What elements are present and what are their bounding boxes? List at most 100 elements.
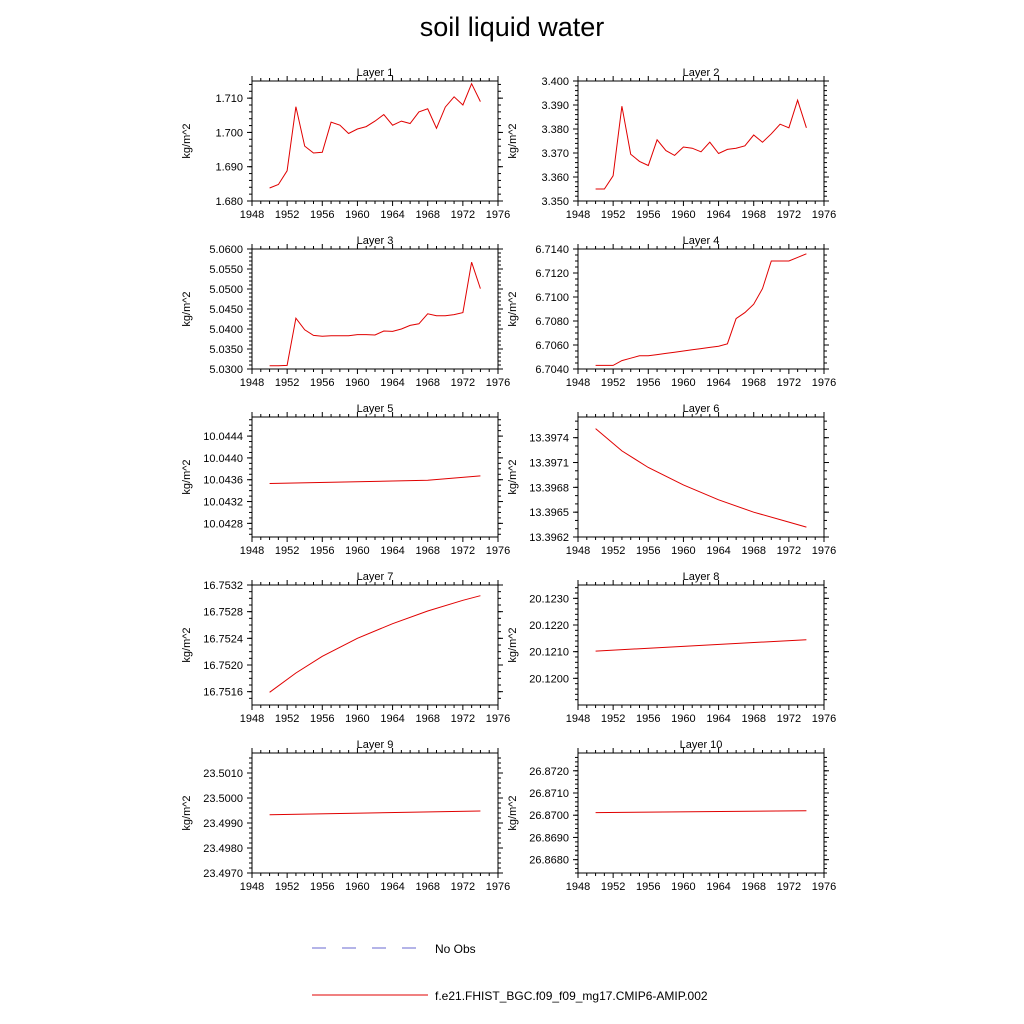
x-tick-label: 1952 — [275, 209, 299, 221]
y-tick-label: 10.0444 — [203, 431, 243, 443]
x-tick-label: 1956 — [636, 377, 660, 389]
y-tick-label: 23.5010 — [203, 768, 243, 780]
x-tick-label: 1960 — [671, 545, 695, 557]
y-tick-label: 20.1230 — [529, 593, 569, 605]
y-axis-label: kg/m^2 — [507, 291, 519, 326]
y-tick-label: 3.400 — [541, 76, 569, 88]
y-tick-label: 6.7040 — [535, 364, 569, 376]
x-tick-label: 1972 — [451, 881, 475, 893]
x-tick-label: 1968 — [415, 881, 439, 893]
y-axis-label: kg/m^2 — [507, 123, 519, 158]
x-tick-label: 1976 — [812, 545, 836, 557]
plot-frame — [577, 80, 825, 202]
x-tick-label: 1952 — [275, 377, 299, 389]
x-tick-label: 1964 — [380, 209, 404, 221]
y-tick-label: 20.1200 — [529, 673, 569, 685]
x-tick-label: 1968 — [741, 545, 765, 557]
x-tick-label: 1960 — [345, 209, 369, 221]
x-tick-label: 1976 — [486, 209, 510, 221]
x-tick-label: 1968 — [741, 881, 765, 893]
x-tick-label: 1968 — [415, 209, 439, 221]
x-tick-label: 1948 — [566, 545, 590, 557]
x-tick-label: 1960 — [345, 545, 369, 557]
y-axis-label: kg/m^2 — [507, 627, 519, 662]
x-tick-label: 1948 — [240, 545, 264, 557]
y-tick-label: 3.360 — [541, 172, 569, 184]
panel-title: Layer 5 — [357, 403, 394, 415]
y-tick-label: 26.8680 — [529, 855, 569, 867]
x-tick-label: 1956 — [310, 713, 334, 725]
x-tick-label: 1968 — [741, 713, 765, 725]
y-tick-label: 5.0500 — [209, 284, 243, 296]
panel-layer-6: Layer 6 kg/m^2 1948 1952 1956 1960 1964 1968 197… — [507, 403, 836, 557]
x-tick-label: 1948 — [566, 713, 590, 725]
x-tick-label: 1956 — [310, 209, 334, 221]
panel-title: Layer 10 — [680, 739, 723, 751]
x-tick-label: 1964 — [706, 881, 730, 893]
x-tick-label: 1948 — [566, 881, 590, 893]
page-title: soil liquid water — [419, 12, 605, 42]
y-tick-label: 23.4980 — [203, 843, 243, 855]
plot-frame — [577, 248, 825, 370]
x-tick-label: 1968 — [741, 209, 765, 221]
x-tick-label: 1956 — [310, 545, 334, 557]
series-line-layer-2 — [595, 98, 807, 190]
legend-obs-line — [312, 947, 422, 949]
y-tick-label: 3.390 — [541, 100, 569, 112]
y-tick-label: 1.710 — [215, 93, 243, 105]
series-line-layer-8 — [595, 639, 807, 652]
plot-frame — [251, 416, 499, 538]
plot-frame — [251, 80, 499, 202]
y-tick-label: 13.3965 — [529, 507, 569, 519]
x-tick-label: 1960 — [345, 881, 369, 893]
y-tick-label: 16.7532 — [203, 580, 243, 592]
panel-layer-5: Layer 5 kg/m^2 1948 1952 1956 1960 1964 1968 197… — [181, 403, 510, 557]
x-tick-label: 1976 — [812, 377, 836, 389]
x-tick-label: 1956 — [310, 881, 334, 893]
y-axis-label: kg/m^2 — [181, 627, 193, 662]
y-tick-label: 6.7140 — [535, 244, 569, 256]
series-line-layer-7 — [269, 595, 481, 693]
y-tick-label: 26.8720 — [529, 766, 569, 778]
x-tick-label: 1972 — [451, 209, 475, 221]
panel-title: Layer 7 — [357, 571, 394, 583]
x-tick-label: 1968 — [415, 377, 439, 389]
x-tick-label: 1968 — [741, 377, 765, 389]
x-tick-label: 1956 — [636, 545, 660, 557]
panel-layer-4: Layer 4 kg/m^2 1948 1952 1956 1960 1964 1968 197… — [507, 235, 836, 389]
y-tick-label: 16.7516 — [203, 687, 243, 699]
y-tick-label: 1.690 — [215, 162, 243, 174]
x-tick-label: 1976 — [486, 377, 510, 389]
x-tick-label: 1964 — [706, 377, 730, 389]
x-tick-label: 1948 — [566, 377, 590, 389]
y-tick-label: 3.370 — [541, 148, 569, 160]
x-tick-label: 1976 — [486, 713, 510, 725]
x-tick-label: 1952 — [601, 713, 625, 725]
x-tick-label: 1976 — [812, 713, 836, 725]
y-tick-label: 5.0600 — [209, 244, 243, 256]
x-tick-label: 1952 — [601, 377, 625, 389]
x-tick-label: 1948 — [566, 209, 590, 221]
x-tick-label: 1952 — [275, 713, 299, 725]
x-tick-label: 1972 — [777, 545, 801, 557]
y-tick-label: 6.7080 — [535, 316, 569, 328]
x-tick-label: 1952 — [601, 881, 625, 893]
x-tick-label: 1968 — [415, 545, 439, 557]
y-tick-label: 10.0428 — [203, 518, 243, 530]
series-line-layer-5 — [269, 475, 481, 484]
y-axis-label: kg/m^2 — [181, 795, 193, 830]
panel-title: Layer 3 — [357, 235, 394, 247]
panel-title: Layer 4 — [683, 235, 720, 247]
series-line-layer-1 — [269, 82, 481, 189]
x-tick-label: 1976 — [486, 545, 510, 557]
y-tick-label: 26.8690 — [529, 832, 569, 844]
x-tick-label: 1964 — [380, 545, 404, 557]
x-tick-label: 1976 — [486, 881, 510, 893]
legend-model-line — [312, 994, 428, 996]
series-line-layer-6 — [595, 428, 807, 528]
x-tick-label: 1964 — [380, 713, 404, 725]
x-tick-label: 1956 — [310, 377, 334, 389]
y-tick-label: 20.1220 — [529, 620, 569, 632]
x-tick-label: 1956 — [636, 881, 660, 893]
